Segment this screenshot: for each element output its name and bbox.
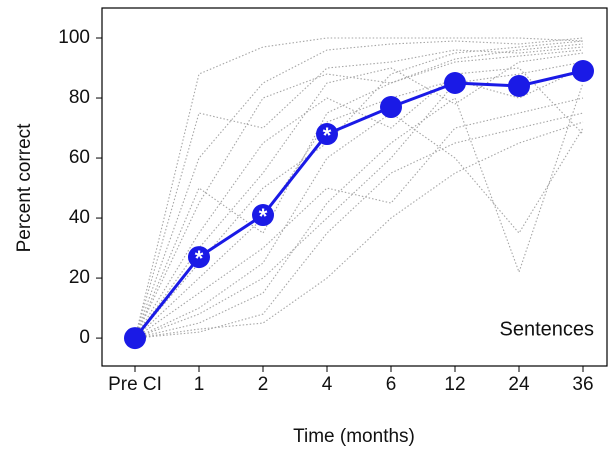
y-tick-label: 100 xyxy=(58,27,90,48)
mean-point xyxy=(508,75,530,98)
subject-line xyxy=(134,37,584,339)
x-tick-label: 36 xyxy=(572,374,593,395)
subject-line xyxy=(134,112,584,339)
x-tick-label: 4 xyxy=(322,374,333,395)
subject-line xyxy=(134,82,584,339)
mean-point xyxy=(444,72,466,95)
x-tick-label: 6 xyxy=(386,374,397,395)
subject-line xyxy=(134,61,584,339)
plot-frame xyxy=(101,7,608,367)
subject-line xyxy=(134,40,584,339)
x-axis-label: Time (months) xyxy=(293,426,415,447)
mean-point xyxy=(572,60,594,83)
subject-line xyxy=(134,67,584,339)
x-tick-label: 24 xyxy=(508,374,530,395)
mean-point xyxy=(316,123,338,146)
subject-line xyxy=(134,97,584,339)
mean-point xyxy=(380,96,402,119)
x-tick-label: 12 xyxy=(444,374,465,395)
subject-line xyxy=(134,52,584,339)
y-tick-label: 60 xyxy=(69,147,90,168)
y-tick-label: 0 xyxy=(79,327,90,348)
x-tick-label: 2 xyxy=(258,374,269,395)
subject-line xyxy=(134,67,584,339)
y-tick-label: 80 xyxy=(69,87,90,108)
y-tick-label: 40 xyxy=(69,207,90,228)
point-label: * xyxy=(195,246,204,271)
subject-line xyxy=(134,112,584,339)
subject-line xyxy=(134,37,584,339)
y-axis-label: Percent correct xyxy=(14,123,35,253)
annotation: Sentences xyxy=(499,318,594,340)
y-tick-label: 20 xyxy=(69,267,90,288)
mean-line xyxy=(133,69,584,340)
mean-point xyxy=(252,204,274,227)
mean-point xyxy=(188,246,210,269)
point-label: * xyxy=(323,123,332,148)
x-tick-label: 1 xyxy=(194,374,205,395)
x-tick-label: Pre CI xyxy=(108,374,162,395)
mean-point xyxy=(124,327,146,350)
subject-line xyxy=(134,49,584,339)
point-label: * xyxy=(259,204,268,229)
